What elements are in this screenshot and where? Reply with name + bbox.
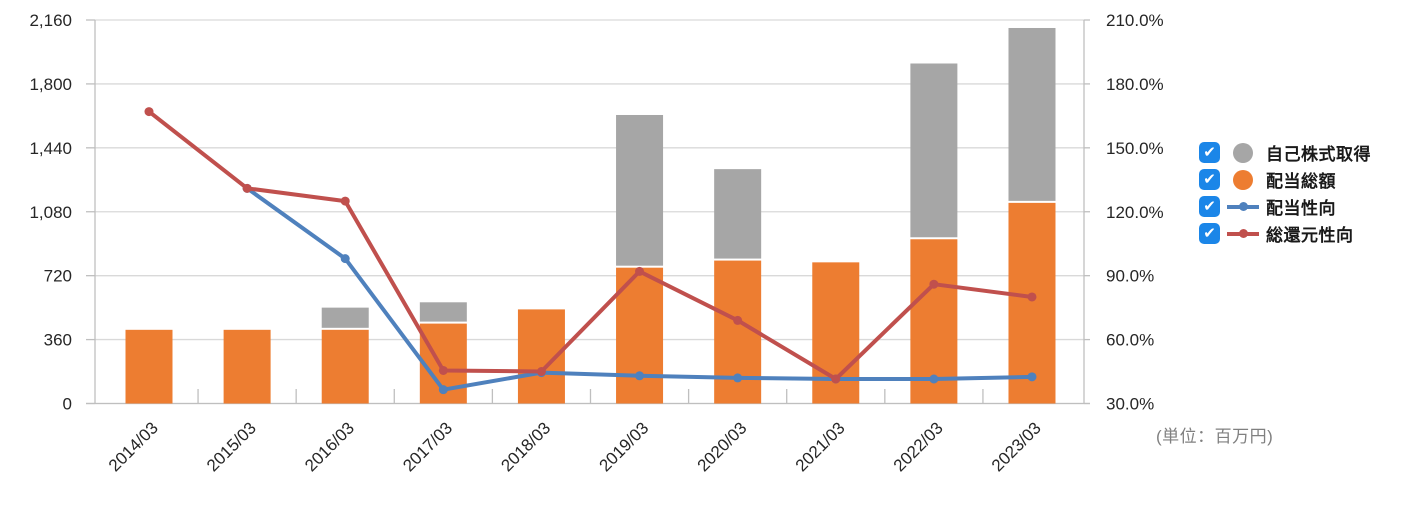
- x-axis-label: 2019/03: [595, 418, 652, 475]
- y-axis-label-right: 30.0%: [1106, 395, 1154, 414]
- legend-label: 配当総額: [1266, 172, 1336, 191]
- y-axis-label-left: 720: [44, 267, 72, 286]
- x-axis-labels: 2014/03 2015/03 2016/03 2017/03 2018/03 2019/…: [105, 418, 1045, 475]
- line-marker: [340, 196, 350, 206]
- legend-checkbox[interactable]: ✔: [1199, 142, 1220, 163]
- y-axis-label-left: 1,800: [29, 75, 72, 94]
- bar-segment: [714, 169, 762, 259]
- x-axis-label: 2014/03: [105, 418, 162, 475]
- swatch-line: [1227, 202, 1259, 212]
- bar-segment: [616, 267, 664, 404]
- legend: ✔ 自己株式取得 ✔ 配当総額 ✔ 配当性向 ✔ 総還元性向: [1199, 139, 1371, 247]
- x-axis-label: 2022/03: [890, 418, 947, 475]
- series-swatch-line-icon: [1220, 202, 1266, 212]
- series-swatch-circle-icon: [1220, 142, 1266, 163]
- bar-segment: [321, 307, 369, 328]
- y-axis-right-labels: 30.0% 60.0% 90.0% 120.0% 150.0% 180.0% 210.0%: [1106, 11, 1164, 414]
- bar-segment: [616, 114, 664, 266]
- line-marker: [733, 315, 743, 325]
- swatch-line-marker: [1238, 202, 1248, 211]
- swatch-circle: [1233, 142, 1253, 163]
- legend-checkbox[interactable]: ✔: [1199, 196, 1220, 217]
- line-marker: [1027, 372, 1037, 382]
- line-marker: [929, 374, 939, 384]
- series-swatch-circle-icon: [1220, 169, 1266, 190]
- bars-share-buyback: [321, 27, 1056, 328]
- x-axis-label: 2016/03: [301, 418, 358, 475]
- y-axis-label-left: 0: [63, 395, 72, 414]
- bar-segment: [223, 329, 271, 404]
- axis-ticks: [86, 19, 1090, 405]
- bar-segment: [1008, 27, 1056, 201]
- y-axis-label-right: 60.0%: [1106, 331, 1154, 350]
- checkmark-icon: ✔: [1203, 170, 1216, 188]
- x-axis-label: 2018/03: [497, 418, 554, 475]
- line-path: [147, 109, 1034, 381]
- legend-checkbox[interactable]: ✔: [1199, 169, 1220, 190]
- swatch-circle: [1233, 169, 1253, 190]
- bar-segment: [321, 329, 369, 404]
- line-marker: [831, 374, 841, 384]
- legend-checkbox[interactable]: ✔: [1199, 223, 1220, 244]
- x-axis-label: 2017/03: [399, 418, 456, 475]
- series-swatch-line-icon: [1220, 229, 1266, 239]
- swatch-line: [1227, 229, 1259, 239]
- x-axis-label: 2020/03: [694, 418, 751, 475]
- swatch-line-marker: [1238, 229, 1248, 238]
- y-axis-label-right: 90.0%: [1106, 267, 1154, 286]
- line-marker: [929, 279, 939, 289]
- legend-item-3[interactable]: ✔ 総還元性向: [1199, 220, 1371, 247]
- y-axis-label-right: 120.0%: [1106, 203, 1164, 222]
- line-marker: [635, 266, 645, 276]
- legend-item-2[interactable]: ✔ 配当性向: [1199, 193, 1371, 220]
- y-axis-label-left: 360: [44, 331, 72, 350]
- bar-segment: [419, 302, 467, 322]
- line-marker: [438, 365, 448, 375]
- legend-label: 総還元性向: [1266, 226, 1354, 245]
- checkmark-icon: ✔: [1203, 197, 1216, 215]
- legend-item-1[interactable]: ✔ 配当総額: [1199, 166, 1371, 193]
- unit-note-label: (単位：百万円): [1156, 427, 1274, 446]
- line-marker: [242, 183, 252, 193]
- y-axis-label-left: 1,440: [29, 139, 72, 158]
- line-marker: [340, 254, 350, 264]
- checkmark-icon: ✔: [1203, 224, 1216, 242]
- legend-label: 配当性向: [1266, 199, 1336, 218]
- line-marker: [536, 367, 546, 377]
- y-axis-label-left: 1,080: [29, 203, 72, 222]
- y-axis-label-right: 180.0%: [1106, 75, 1164, 94]
- line-marker: [635, 371, 645, 381]
- y-axis-left-labels: 0 360 720 1,080 1,440 1,800 2,160: [29, 11, 72, 414]
- y-axis-label-right: 210.0%: [1106, 11, 1164, 30]
- total-return-ratio-line: [144, 107, 1037, 384]
- x-axis-label: 2023/03: [988, 418, 1045, 475]
- x-axis-label: 2015/03: [203, 418, 260, 475]
- legend-item-0[interactable]: ✔ 自己株式取得: [1199, 139, 1371, 166]
- legend-label: 自己株式取得: [1266, 145, 1371, 164]
- x-axis-label: 2021/03: [792, 418, 849, 475]
- line-marker: [733, 373, 743, 383]
- line-marker: [438, 385, 448, 395]
- y-axis-label-right: 150.0%: [1106, 139, 1164, 158]
- bar-segment: [1008, 202, 1056, 404]
- y-axis-label-left: 2,160: [29, 11, 72, 30]
- line-marker: [144, 107, 154, 117]
- line-marker: [1027, 292, 1037, 302]
- checkmark-icon: ✔: [1203, 143, 1216, 161]
- bar-segment: [910, 63, 958, 238]
- bar-segment: [125, 329, 173, 404]
